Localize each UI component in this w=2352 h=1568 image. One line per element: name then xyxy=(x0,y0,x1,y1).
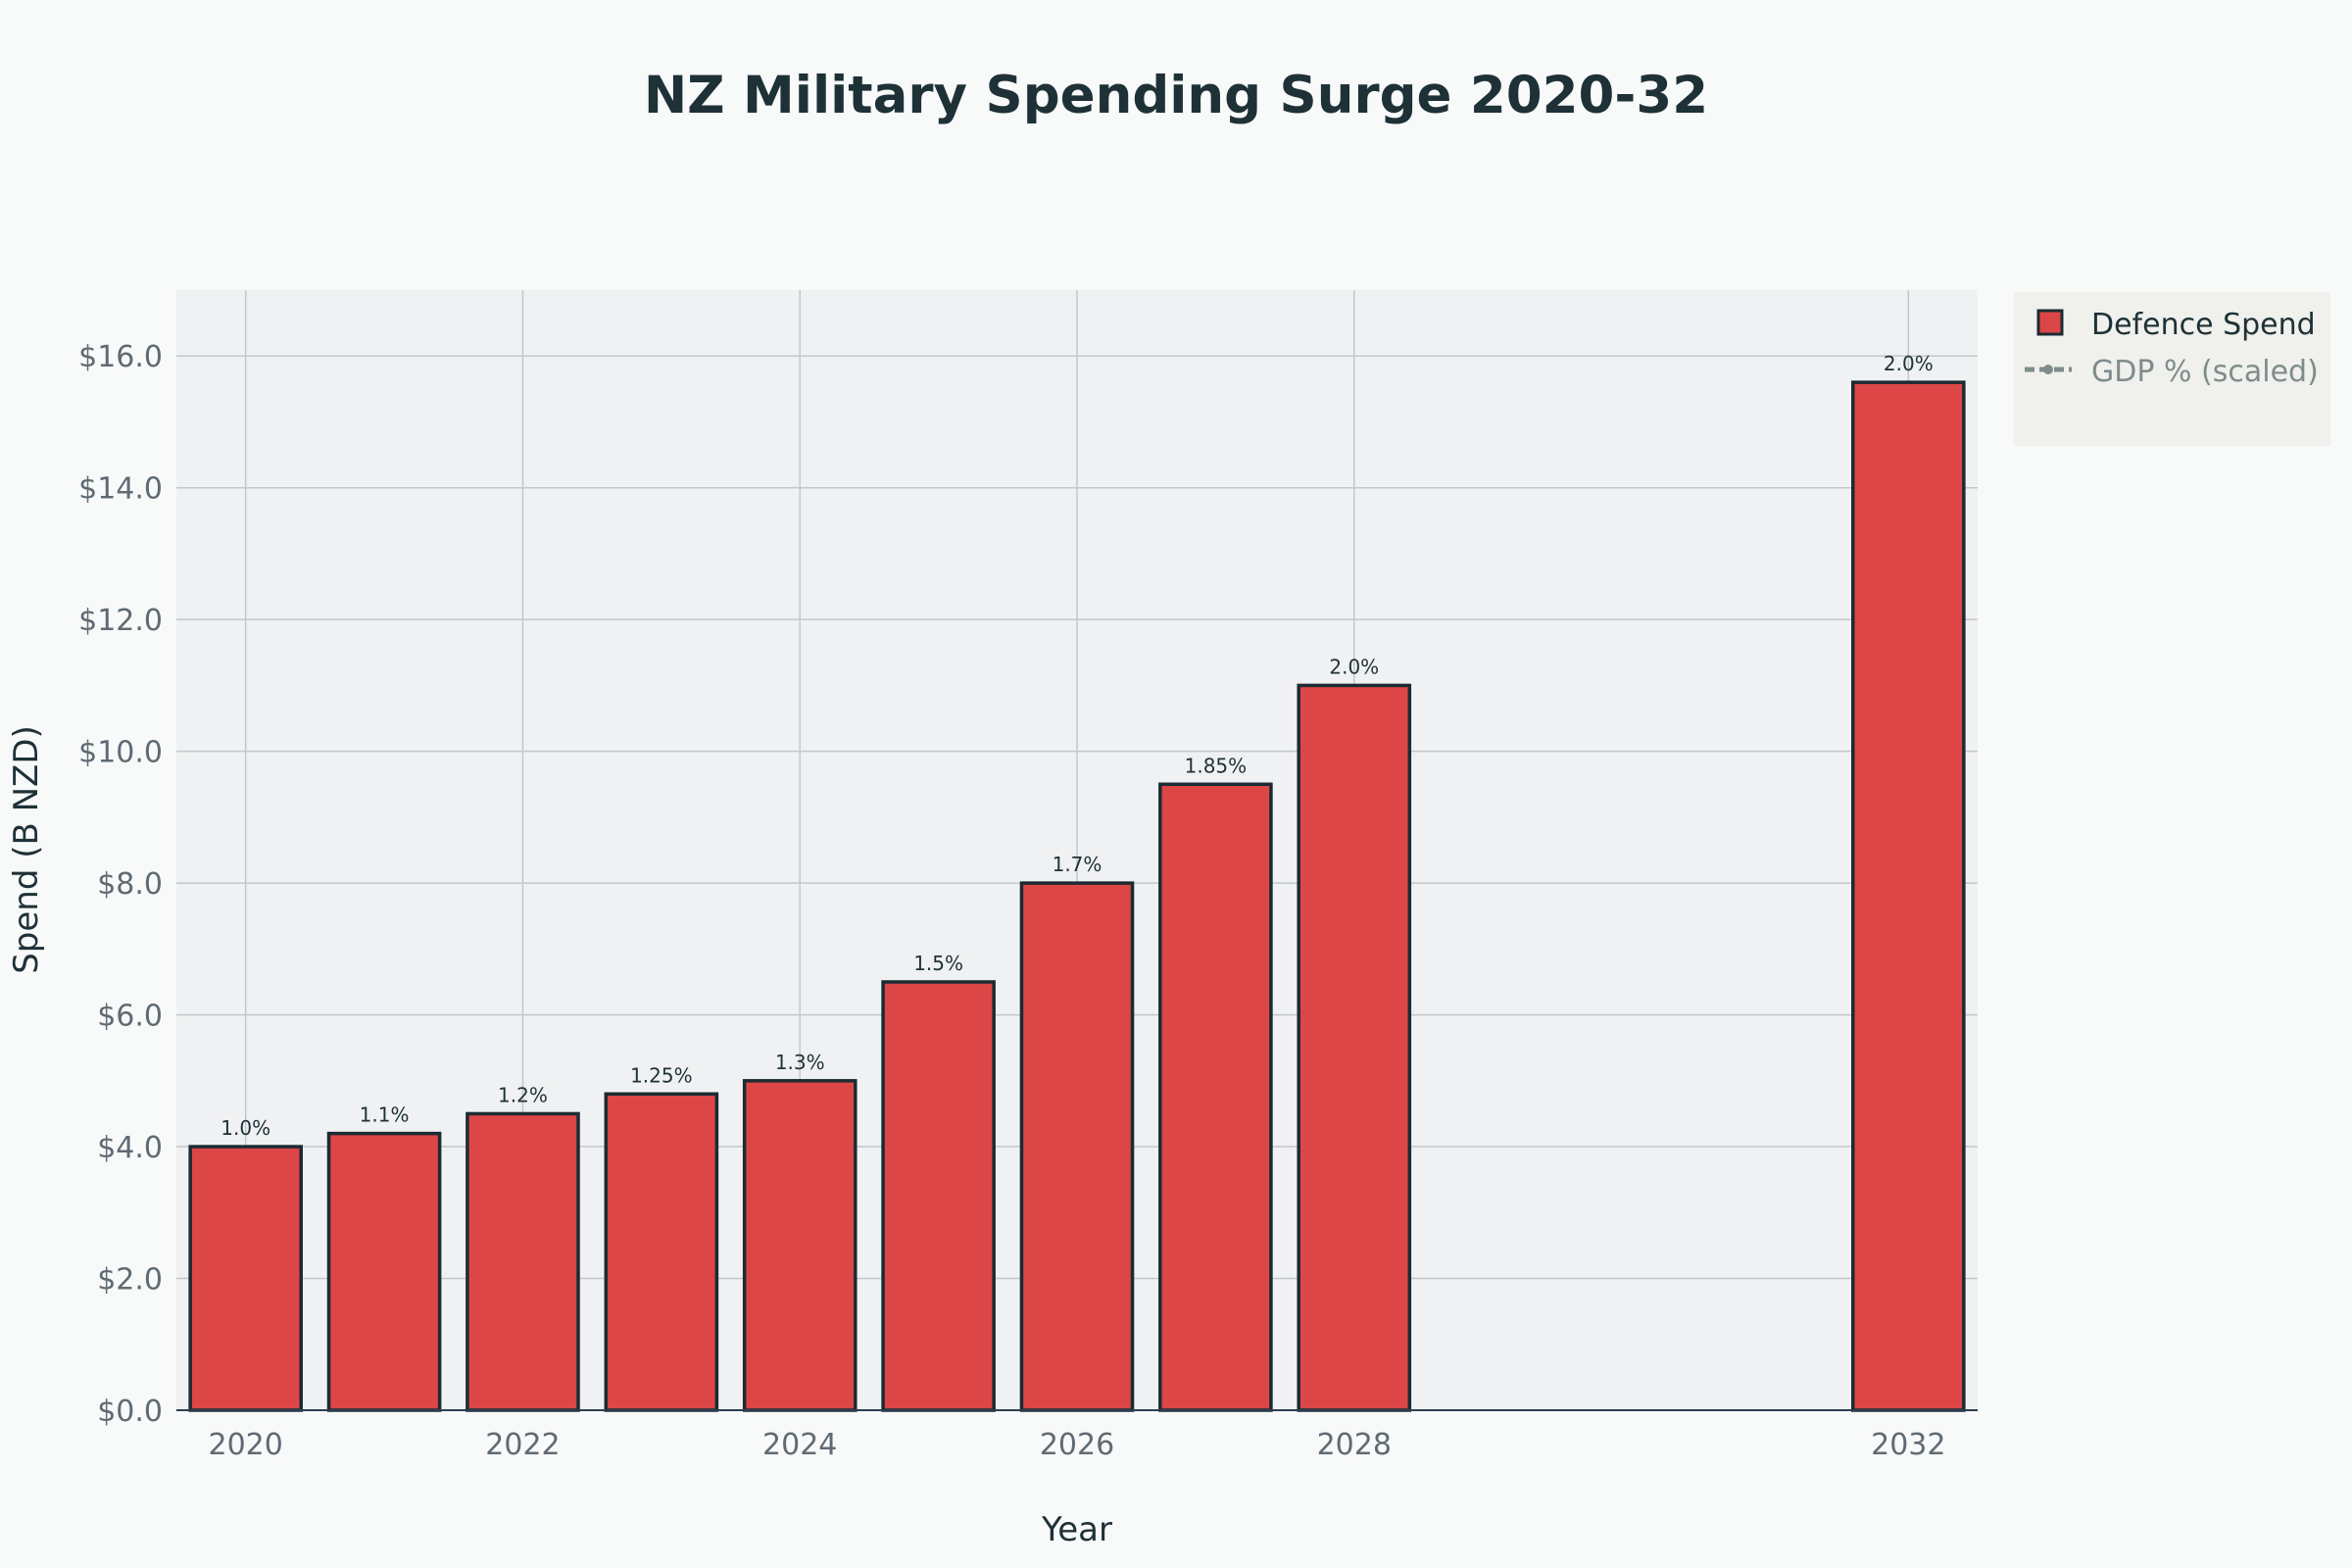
x-tick-label: 2028 xyxy=(1317,1428,1392,1462)
y-tick-label: $4.0 xyxy=(97,1131,163,1165)
x-tick-label: 2022 xyxy=(485,1428,560,1462)
y-tick-label: $2.0 xyxy=(97,1263,163,1298)
bar-data-label: 1.1% xyxy=(360,1103,410,1127)
bar-data-label: 1.3% xyxy=(775,1051,825,1074)
bar-data-label: 2.0% xyxy=(1884,352,1934,375)
legend-item-gdp-scaled[interactable]: GDP % (scaled) xyxy=(2025,355,2319,389)
legend-item-defence-spend[interactable]: Defence Spend xyxy=(2036,308,2316,342)
x-axis-title: Year xyxy=(1041,1510,1112,1549)
legend-marker-gdp-scaled xyxy=(2043,365,2053,374)
bar-data-label: 2.0% xyxy=(1329,655,1379,678)
legend-box xyxy=(2014,292,2330,446)
bar-data-label: 1.0% xyxy=(220,1116,270,1140)
y-tick-labels: $0.0 $2.0 $4.0 $6.0 $8.0 $10.0 $12.0 $14.0 $16.0 xyxy=(78,340,163,1429)
x-tick-label: 2026 xyxy=(1040,1428,1114,1462)
x-tick-label: 2020 xyxy=(209,1428,283,1462)
bar-2032[interactable] xyxy=(1851,380,1966,1412)
x-tick-label: 2032 xyxy=(1871,1428,1945,1462)
bar-2021[interactable] xyxy=(326,1131,442,1412)
bar-data-label: 1.7% xyxy=(1053,853,1102,876)
legend-swatch-defence-spend xyxy=(2036,309,2064,336)
bar-2026[interactable] xyxy=(1019,881,1135,1412)
y-tick-label: $12.0 xyxy=(78,604,163,638)
chart-title: NZ Military Spending Surge 2020-32 xyxy=(644,66,1708,125)
y-tick-label: $10.0 xyxy=(78,736,163,770)
data-labels: 1.0% 1.1% 1.2% 1.25% 1.3% 1.5% 1.7% 1.85% 2.0% 2.… xyxy=(220,352,1933,1140)
y-axis-title: Spend (B NZD) xyxy=(7,725,46,974)
bar-2020[interactable] xyxy=(188,1145,303,1412)
y-tick-label: $8.0 xyxy=(97,867,163,902)
legend-label-defence-spend: Defence Spend xyxy=(2091,308,2316,342)
x-tick-labels: 2020 2022 2024 2026 2028 2032 xyxy=(209,1428,1946,1462)
bar-data-label: 1.85% xyxy=(1185,754,1248,777)
bar-2025[interactable] xyxy=(881,980,996,1412)
bar-2023[interactable] xyxy=(604,1092,719,1412)
bar-data-label: 1.5% xyxy=(913,952,963,975)
bar-2024[interactable] xyxy=(742,1079,858,1412)
bar-2027[interactable] xyxy=(1158,782,1273,1412)
x-tick-label: 2024 xyxy=(762,1428,837,1462)
y-tick-label: $16.0 xyxy=(78,340,163,374)
bar-data-label: 1.25% xyxy=(630,1063,693,1087)
y-tick-label: $0.0 xyxy=(97,1395,163,1429)
y-tick-label: $6.0 xyxy=(97,1000,163,1034)
y-tick-label: $14.0 xyxy=(78,472,163,507)
legend: Defence Spend GDP % (scaled) xyxy=(2014,292,2330,446)
bar-data-label: 1.2% xyxy=(498,1083,548,1106)
bar-2022[interactable] xyxy=(466,1111,580,1412)
legend-label-gdp-scaled: GDP % (scaled) xyxy=(2091,355,2319,389)
bar-2028[interactable] xyxy=(1297,683,1412,1412)
